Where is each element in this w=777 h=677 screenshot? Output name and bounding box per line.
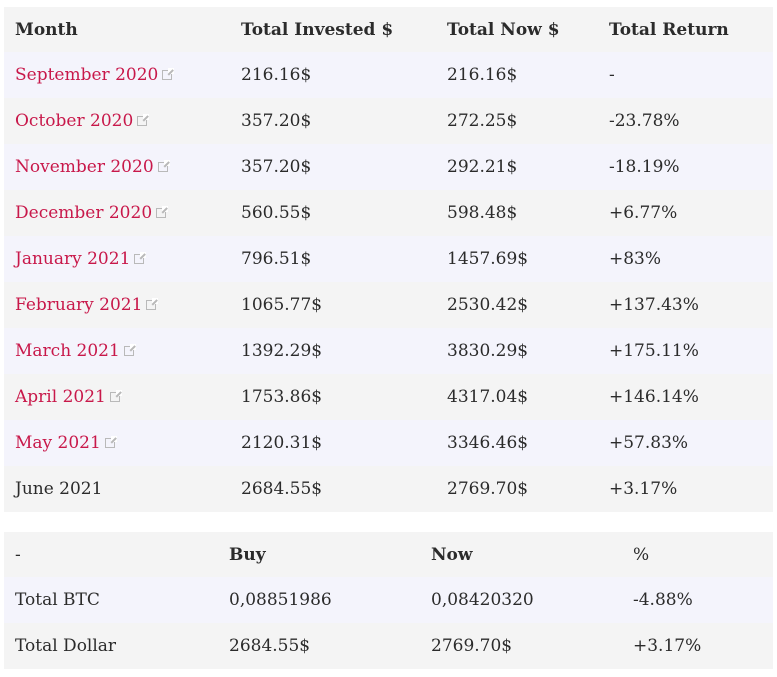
table-header-row: Month Total Invested $ Total Now $ Total… xyxy=(4,7,773,52)
external-link-icon[interactable] xyxy=(123,344,136,356)
month-link[interactable]: January 2021 xyxy=(15,249,131,269)
summary-now-cell: 0,08420320 xyxy=(431,590,534,610)
month-link[interactable]: April 2021 xyxy=(15,387,106,407)
total-return-cell: +83% xyxy=(609,249,662,269)
total-now-cell: 2530.42$ xyxy=(447,295,529,315)
external-link-icon[interactable] xyxy=(137,114,150,126)
total-return-cell: - xyxy=(609,65,615,85)
total-invested-cell: 1065.77$ xyxy=(241,295,323,315)
total-now-cell: 292.21$ xyxy=(447,157,518,177)
total-return-cell: +3.17% xyxy=(609,479,678,499)
total-now-cell: 3830.29$ xyxy=(447,341,529,361)
external-link-icon[interactable] xyxy=(109,390,122,402)
header-month: Month xyxy=(15,19,78,40)
external-link-icon[interactable] xyxy=(162,68,175,80)
summary-percent-cell: -4.88% xyxy=(633,590,693,610)
table-row: June 2021 2684.55$ 2769.70$ +3.17% xyxy=(4,466,773,512)
total-invested-cell: 357.20$ xyxy=(241,111,312,131)
summary-table: - Buy Now % Total BTC 0,08851986 0,0842032… xyxy=(4,532,773,669)
header-now: Now xyxy=(431,544,473,565)
month-cell: June 2021 xyxy=(15,479,103,499)
summary-label-cell: Total BTC xyxy=(15,590,100,610)
total-now-cell: 3346.46$ xyxy=(447,433,529,453)
table-row: September 2020 216.16$ 216.16$ - xyxy=(4,52,773,98)
table-row: February 2021 1065.77$ 2530.42$ +137.43% xyxy=(4,282,773,328)
table-row: November 2020 357.20$ 292.21$ -18.19% xyxy=(4,144,773,190)
header-buy: Buy xyxy=(229,544,266,565)
total-invested-cell: 560.55$ xyxy=(241,203,312,223)
month-link[interactable]: February 2021 xyxy=(15,295,143,315)
table-row: October 2020 357.20$ 272.25$ -23.78% xyxy=(4,98,773,144)
total-return-cell: +137.43% xyxy=(609,295,699,315)
external-link-icon[interactable] xyxy=(157,160,170,172)
summary-label-cell: Total Dollar xyxy=(15,636,117,656)
total-now-cell: 272.25$ xyxy=(447,111,518,131)
month-link[interactable]: May 2021 xyxy=(15,433,101,453)
header-total-invested: Total Invested $ xyxy=(241,19,394,40)
month-cell: October 2020 xyxy=(4,98,230,144)
total-invested-cell: 357.20$ xyxy=(241,157,312,177)
month-cell: April 2021 xyxy=(4,374,230,420)
total-invested-cell: 2120.31$ xyxy=(241,433,323,453)
month-cell: December 2020 xyxy=(4,190,230,236)
month-link[interactable]: September 2020 xyxy=(15,65,159,85)
monthly-investment-table: Month Total Invested $ Total Now $ Total… xyxy=(4,7,773,512)
total-return-cell: +146.14% xyxy=(609,387,699,407)
summary-buy-cell: 0,08851986 xyxy=(229,590,332,610)
table-row: April 2021 1753.86$ 4317.04$ +146.14% xyxy=(4,374,773,420)
month-cell: May 2021 xyxy=(4,420,230,466)
total-now-cell: 4317.04$ xyxy=(447,387,529,407)
external-link-icon[interactable] xyxy=(156,206,169,218)
table-row: May 2021 2120.31$ 3346.46$ +57.83% xyxy=(4,420,773,466)
month-link[interactable]: November 2020 xyxy=(15,157,154,177)
month-cell: November 2020 xyxy=(4,144,230,190)
table-row: Total BTC 0,08851986 0,08420320 -4.88% xyxy=(4,577,773,623)
total-return-cell: +175.11% xyxy=(609,341,699,361)
header-total-return: Total Return xyxy=(609,19,729,40)
total-now-cell: 1457.69$ xyxy=(447,249,529,269)
summary-now-cell: 2769.70$ xyxy=(431,636,513,656)
total-return-cell: -23.78% xyxy=(609,111,680,131)
month-cell: September 2020 xyxy=(4,52,230,98)
month-link[interactable]: October 2020 xyxy=(15,111,134,131)
header-total-now: Total Now $ xyxy=(447,19,560,40)
table-row: January 2021 796.51$ 1457.69$ +83% xyxy=(4,236,773,282)
table-row: Total Dollar 2684.55$ 2769.70$ +3.17% xyxy=(4,623,773,669)
month-link[interactable]: March 2021 xyxy=(15,341,120,361)
table-row: December 2020 560.55$ 598.48$ +6.77% xyxy=(4,190,773,236)
total-return-cell: -18.19% xyxy=(609,157,680,177)
month-cell: February 2021 xyxy=(4,282,230,328)
total-invested-cell: 796.51$ xyxy=(241,249,312,269)
total-now-cell: 216.16$ xyxy=(447,65,518,85)
total-invested-cell: 216.16$ xyxy=(241,65,312,85)
external-link-icon[interactable] xyxy=(104,436,117,448)
month-cell: January 2021 xyxy=(4,236,230,282)
table-row: March 2021 1392.29$ 3830.29$ +175.11% xyxy=(4,328,773,374)
total-return-cell: +57.83% xyxy=(609,433,689,453)
month-cell: March 2021 xyxy=(4,328,230,374)
summary-percent-cell: +3.17% xyxy=(633,636,702,656)
external-link-icon[interactable] xyxy=(146,298,159,310)
month-link[interactable]: December 2020 xyxy=(15,203,153,223)
total-invested-cell: 2684.55$ xyxy=(241,479,323,499)
header-percent: % xyxy=(633,544,650,565)
total-now-cell: 598.48$ xyxy=(447,203,518,223)
total-return-cell: +6.77% xyxy=(609,203,678,223)
total-invested-cell: 1392.29$ xyxy=(241,341,323,361)
external-link-icon[interactable] xyxy=(134,252,147,264)
total-now-cell: 2769.70$ xyxy=(447,479,529,499)
total-invested-cell: 1753.86$ xyxy=(241,387,323,407)
summary-buy-cell: 2684.55$ xyxy=(229,636,311,656)
table-header-row: - Buy Now % xyxy=(4,532,773,577)
header-label: - xyxy=(15,544,21,565)
